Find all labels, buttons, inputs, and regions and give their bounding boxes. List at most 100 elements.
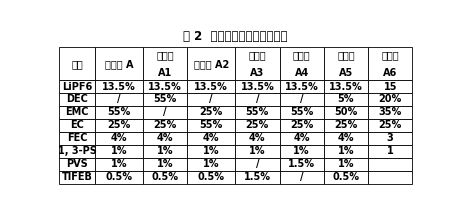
Text: 4%: 4% xyxy=(203,133,219,143)
Text: 电解液: 电解液 xyxy=(337,50,355,60)
Bar xyxy=(280,80,324,93)
Bar xyxy=(368,106,412,119)
Text: 电解液: 电解液 xyxy=(381,50,399,60)
Text: 1%: 1% xyxy=(293,146,310,156)
Bar xyxy=(235,119,280,132)
Text: 1%: 1% xyxy=(203,159,219,169)
Text: 电解液 A: 电解液 A xyxy=(105,59,133,69)
Text: 13.5%: 13.5% xyxy=(102,82,136,92)
Bar xyxy=(368,80,412,93)
Bar xyxy=(187,93,235,106)
Bar xyxy=(324,119,368,132)
Text: EC: EC xyxy=(70,120,84,130)
Text: 1.5%: 1.5% xyxy=(288,159,315,169)
Bar xyxy=(59,145,95,158)
Bar xyxy=(143,119,187,132)
Bar xyxy=(59,80,95,93)
Text: 1%: 1% xyxy=(338,159,354,169)
Bar xyxy=(143,158,187,171)
Bar xyxy=(280,93,324,106)
Bar xyxy=(59,106,95,119)
Bar xyxy=(235,171,280,183)
Text: 4%: 4% xyxy=(338,133,354,143)
Bar xyxy=(95,132,143,145)
Bar xyxy=(59,119,95,132)
Bar xyxy=(187,119,235,132)
Text: 55%: 55% xyxy=(246,107,269,117)
Text: TIFEB: TIFEB xyxy=(62,172,92,182)
Text: 1%: 1% xyxy=(111,159,127,169)
Bar xyxy=(368,132,412,145)
Text: 1%: 1% xyxy=(203,146,219,156)
Bar xyxy=(59,158,95,171)
Text: 3: 3 xyxy=(387,133,394,143)
Bar xyxy=(95,171,143,183)
Text: /: / xyxy=(117,94,121,104)
Text: 表 2  六种对比电解液配比明细: 表 2 六种对比电解液配比明细 xyxy=(183,30,287,43)
Text: /: / xyxy=(256,159,259,169)
Bar xyxy=(143,47,187,80)
Bar xyxy=(324,47,368,80)
Bar xyxy=(324,106,368,119)
Text: /: / xyxy=(300,94,303,104)
Bar xyxy=(187,106,235,119)
Bar xyxy=(187,47,235,80)
Bar xyxy=(187,171,235,183)
Bar xyxy=(235,93,280,106)
Bar xyxy=(235,106,280,119)
Bar xyxy=(235,158,280,171)
Text: A1: A1 xyxy=(158,68,172,78)
Text: 1%: 1% xyxy=(111,146,127,156)
Text: 13.5%: 13.5% xyxy=(285,82,319,92)
Text: 55%: 55% xyxy=(153,94,177,104)
Bar xyxy=(143,80,187,93)
Bar xyxy=(235,80,280,93)
Text: 25%: 25% xyxy=(200,107,223,117)
Bar xyxy=(95,158,143,171)
Bar xyxy=(95,119,143,132)
Bar xyxy=(187,158,235,171)
Text: 电解液: 电解液 xyxy=(293,50,310,60)
Bar xyxy=(368,171,412,183)
Bar xyxy=(280,171,324,183)
Text: 1.5%: 1.5% xyxy=(244,172,271,182)
Bar xyxy=(95,93,143,106)
Text: EMC: EMC xyxy=(65,107,89,117)
Text: 5%: 5% xyxy=(338,94,354,104)
Text: 15: 15 xyxy=(383,82,397,92)
Bar xyxy=(143,171,187,183)
Text: A5: A5 xyxy=(339,68,353,78)
Text: 55%: 55% xyxy=(200,120,223,130)
Text: 35%: 35% xyxy=(379,107,402,117)
Bar xyxy=(187,80,235,93)
Bar xyxy=(324,171,368,183)
Text: 55%: 55% xyxy=(290,107,313,117)
Text: 电解液: 电解液 xyxy=(156,50,174,60)
Bar xyxy=(143,106,187,119)
Text: 电解液 A2: 电解液 A2 xyxy=(194,59,229,69)
Text: 20%: 20% xyxy=(379,94,402,104)
Bar xyxy=(95,145,143,158)
Bar xyxy=(324,158,368,171)
Bar xyxy=(95,106,143,119)
Text: 1: 1 xyxy=(387,146,394,156)
Bar xyxy=(368,119,412,132)
Bar xyxy=(368,158,412,171)
Bar xyxy=(235,47,280,80)
Bar xyxy=(368,145,412,158)
Text: 1%: 1% xyxy=(249,146,266,156)
Text: 50%: 50% xyxy=(334,107,358,117)
Bar xyxy=(324,132,368,145)
Text: 55%: 55% xyxy=(107,107,130,117)
Text: 0.5%: 0.5% xyxy=(198,172,225,182)
Bar xyxy=(187,132,235,145)
Text: 1%: 1% xyxy=(338,146,354,156)
Text: 0.5%: 0.5% xyxy=(332,172,359,182)
Text: A3: A3 xyxy=(250,68,264,78)
Bar xyxy=(59,47,95,80)
Text: FEC: FEC xyxy=(67,133,87,143)
Text: 25%: 25% xyxy=(290,120,313,130)
Text: 4%: 4% xyxy=(249,133,266,143)
Bar xyxy=(59,171,95,183)
Text: PVS: PVS xyxy=(66,159,88,169)
